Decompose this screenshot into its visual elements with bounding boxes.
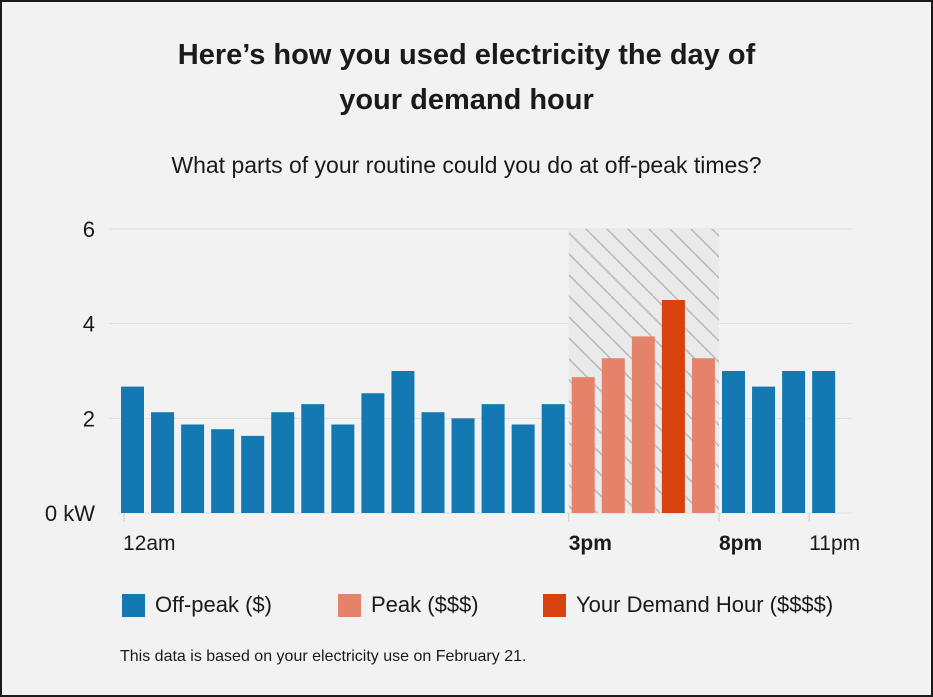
legend-demand: Your Demand Hour ($$$$) [543, 591, 833, 619]
bar-demand [661, 300, 685, 513]
bar-offpeak [361, 393, 385, 513]
bar-offpeak [451, 418, 475, 513]
legend-label-offpeak: Off-peak ($) [155, 592, 272, 617]
bar-offpeak [121, 386, 144, 513]
bar-offpeak [782, 371, 806, 513]
legend-swatch-offpeak [122, 593, 145, 617]
x-tick-label: 12am [123, 532, 176, 555]
y-tick-label: 2 [83, 406, 95, 431]
y-tick-label: 4 [83, 312, 95, 337]
bar-offpeak [812, 371, 836, 513]
bar-offpeak [511, 424, 535, 513]
bars [121, 300, 836, 513]
legend-label-peak: Peak ($$$) [371, 592, 479, 617]
bar-offpeak [211, 429, 235, 513]
chart-subtitle: What parts of your routine could you do … [171, 152, 762, 178]
bar-offpeak [331, 424, 355, 513]
bar-offpeak [271, 412, 295, 513]
bar-offpeak [181, 424, 205, 513]
title-line-1: Here’s how you used electricity the day … [177, 39, 756, 71]
bar-offpeak [421, 412, 445, 513]
legend-swatch-demand [543, 593, 566, 617]
footnote: This data is based on your electricity u… [120, 648, 527, 665]
y-tick-label: 0 kW [45, 501, 95, 526]
x-tick-label: 3pm [569, 532, 612, 555]
bar-offpeak [752, 386, 776, 513]
bar-peak [631, 336, 655, 513]
axis-labels: 0 kW 2 4 6 12am 3pm 8pm 11pm [45, 217, 860, 555]
x-tick-label: 8pm [719, 532, 762, 555]
legend-offpeak: Off-peak ($) [122, 591, 272, 619]
bar-offpeak [541, 404, 565, 513]
title-line-2: your demand hour [339, 84, 594, 116]
bar-peak [601, 358, 625, 513]
bar-offpeak [722, 371, 745, 513]
bar-offpeak [481, 404, 505, 513]
bar-peak [691, 358, 715, 513]
x-tick-label: 11pm [809, 532, 860, 555]
legend-label-demand: Your Demand Hour ($$$$) [576, 592, 834, 617]
bar-offpeak [301, 404, 325, 513]
bar-offpeak [241, 435, 265, 513]
bar-peak [571, 377, 595, 513]
y-tick-label: 6 [83, 217, 95, 242]
bar-offpeak [391, 371, 415, 513]
legend-swatch-peak [338, 593, 361, 617]
chart-title: Here’s how you used electricity the day … [2, 33, 931, 123]
legend-peak: Peak ($$$) [338, 591, 479, 619]
bar-offpeak [151, 412, 175, 513]
